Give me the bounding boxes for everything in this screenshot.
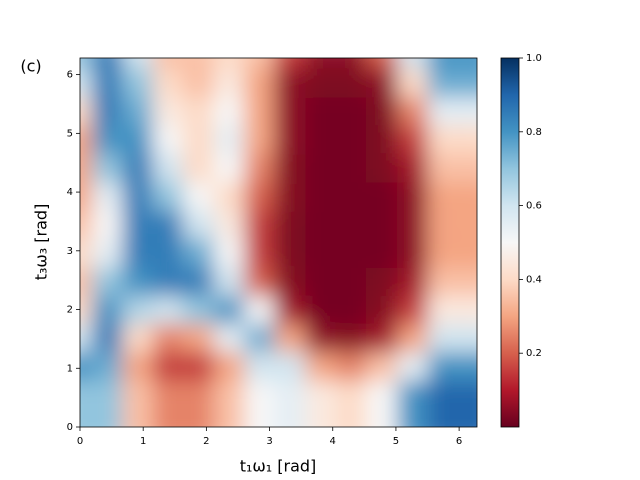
- x-tick-label: 2: [203, 436, 209, 447]
- y-tick-label: 6: [67, 70, 73, 81]
- heatmap-area: [80, 58, 477, 427]
- y-tick-label: 5: [67, 128, 73, 139]
- y-tick-label: 2: [67, 305, 73, 316]
- heatmap: [80, 58, 477, 427]
- y-tick-label: 3: [67, 246, 73, 257]
- y-tick-label: 1: [67, 363, 73, 374]
- colorbar-tick-label: 0.2: [526, 348, 542, 359]
- x-axis-label: t₁ω₁ [rad]: [240, 457, 317, 476]
- panel-label: (c): [20, 57, 41, 76]
- heatmap-cell: [427, 380, 477, 427]
- y-axis-label: t₃ω₃ [rad]: [32, 204, 51, 281]
- x-tick-label: 6: [456, 436, 462, 447]
- x-tick-label: 0: [77, 436, 83, 447]
- x-tick-label: 5: [393, 436, 399, 447]
- x-tick-label: 3: [266, 436, 272, 447]
- x-tick-label: 4: [330, 436, 336, 447]
- colorbar-tick-label: 0.6: [526, 201, 542, 212]
- y-tick-label: 0: [67, 422, 73, 433]
- y-tick-label: 4: [67, 187, 73, 198]
- colorbar-tick-label: 0.8: [526, 127, 542, 138]
- colorbar-tick-label: 0.4: [526, 274, 542, 285]
- plot-frame: [79, 57, 478, 428]
- x-tick-label: 1: [140, 436, 146, 447]
- colorbar-tick-label: 1.0: [526, 53, 542, 64]
- colorbar: [500, 57, 520, 428]
